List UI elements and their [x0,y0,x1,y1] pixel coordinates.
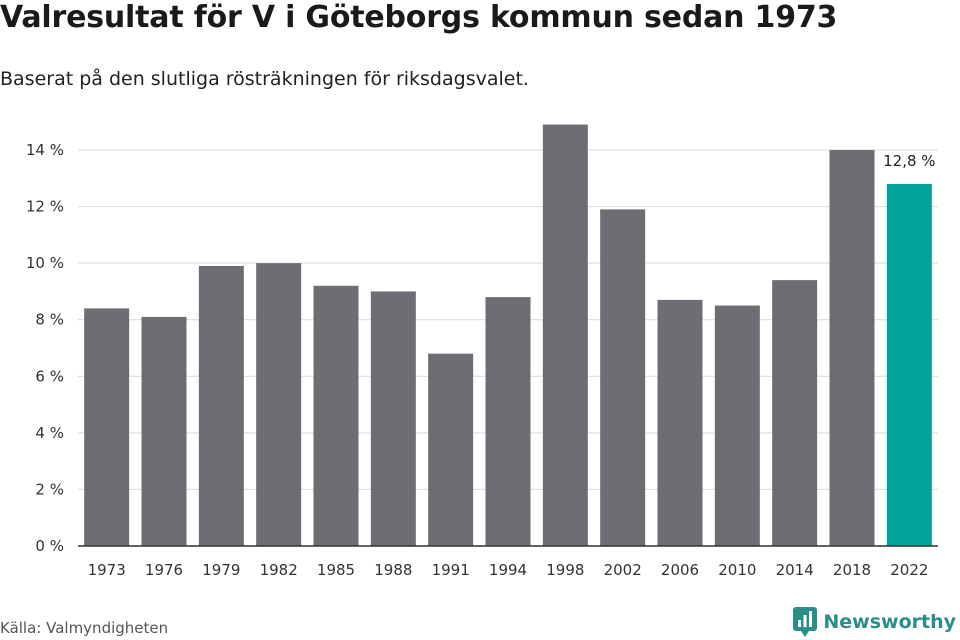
data-label: 12,8 % [883,152,935,170]
brand-logo: Newsworthy [793,607,956,637]
newsworthy-logo-icon [793,607,818,637]
x-tick-label: 2018 [833,561,871,579]
x-tick-label: 2006 [661,561,699,579]
y-tick-label: 2 % [35,480,64,498]
x-tick-label: 1973 [88,561,126,579]
y-tick-label: 4 % [35,424,64,442]
bar [829,150,875,546]
bar [886,183,932,546]
y-tick-label: 14 % [26,141,64,159]
brand-name: Newsworthy [823,611,956,633]
bar [428,353,474,546]
chart-subtitle: Baserat på den slutliga rösträkningen fö… [0,68,529,90]
x-tick-label: 1982 [260,561,298,579]
bar [141,316,187,546]
bar [256,263,302,546]
y-tick-label: 6 % [35,367,64,385]
bar [485,297,531,546]
x-tick-label: 1985 [317,561,355,579]
bar [542,124,588,547]
chart-title: Valresultat för V i Göteborgs kommun sed… [0,0,838,35]
bar [657,299,703,546]
y-tick-label: 0 % [35,537,64,555]
y-tick-label: 10 % [26,254,64,272]
x-tick-label: 2010 [718,561,756,579]
bar-chart: 0 % 2 % 4 % 6 % 8 % 10 % 12 % 14 % 1973 1976 1979 1… [26,124,938,579]
bar [714,305,760,546]
bar [198,265,244,546]
bar [370,291,416,546]
x-tick-label: 1988 [374,561,412,579]
x-tick-label: 2014 [776,561,814,579]
y-tick-label: 8 % [35,311,64,329]
x-tick-label: 2022 [890,561,928,579]
x-tick-label: 1994 [489,561,527,579]
bar [313,285,359,546]
bar [84,308,130,546]
x-tick-label: 2002 [604,561,642,579]
source-note: Källa: Valmyndigheten [0,619,169,637]
x-tick-label: 1976 [145,561,183,579]
x-tick-label: 1998 [546,561,584,579]
x-tick-label: 1979 [202,561,240,579]
bar [600,209,646,546]
y-tick-label: 12 % [26,198,64,216]
bar [772,280,818,546]
x-tick-label: 1991 [432,561,470,579]
